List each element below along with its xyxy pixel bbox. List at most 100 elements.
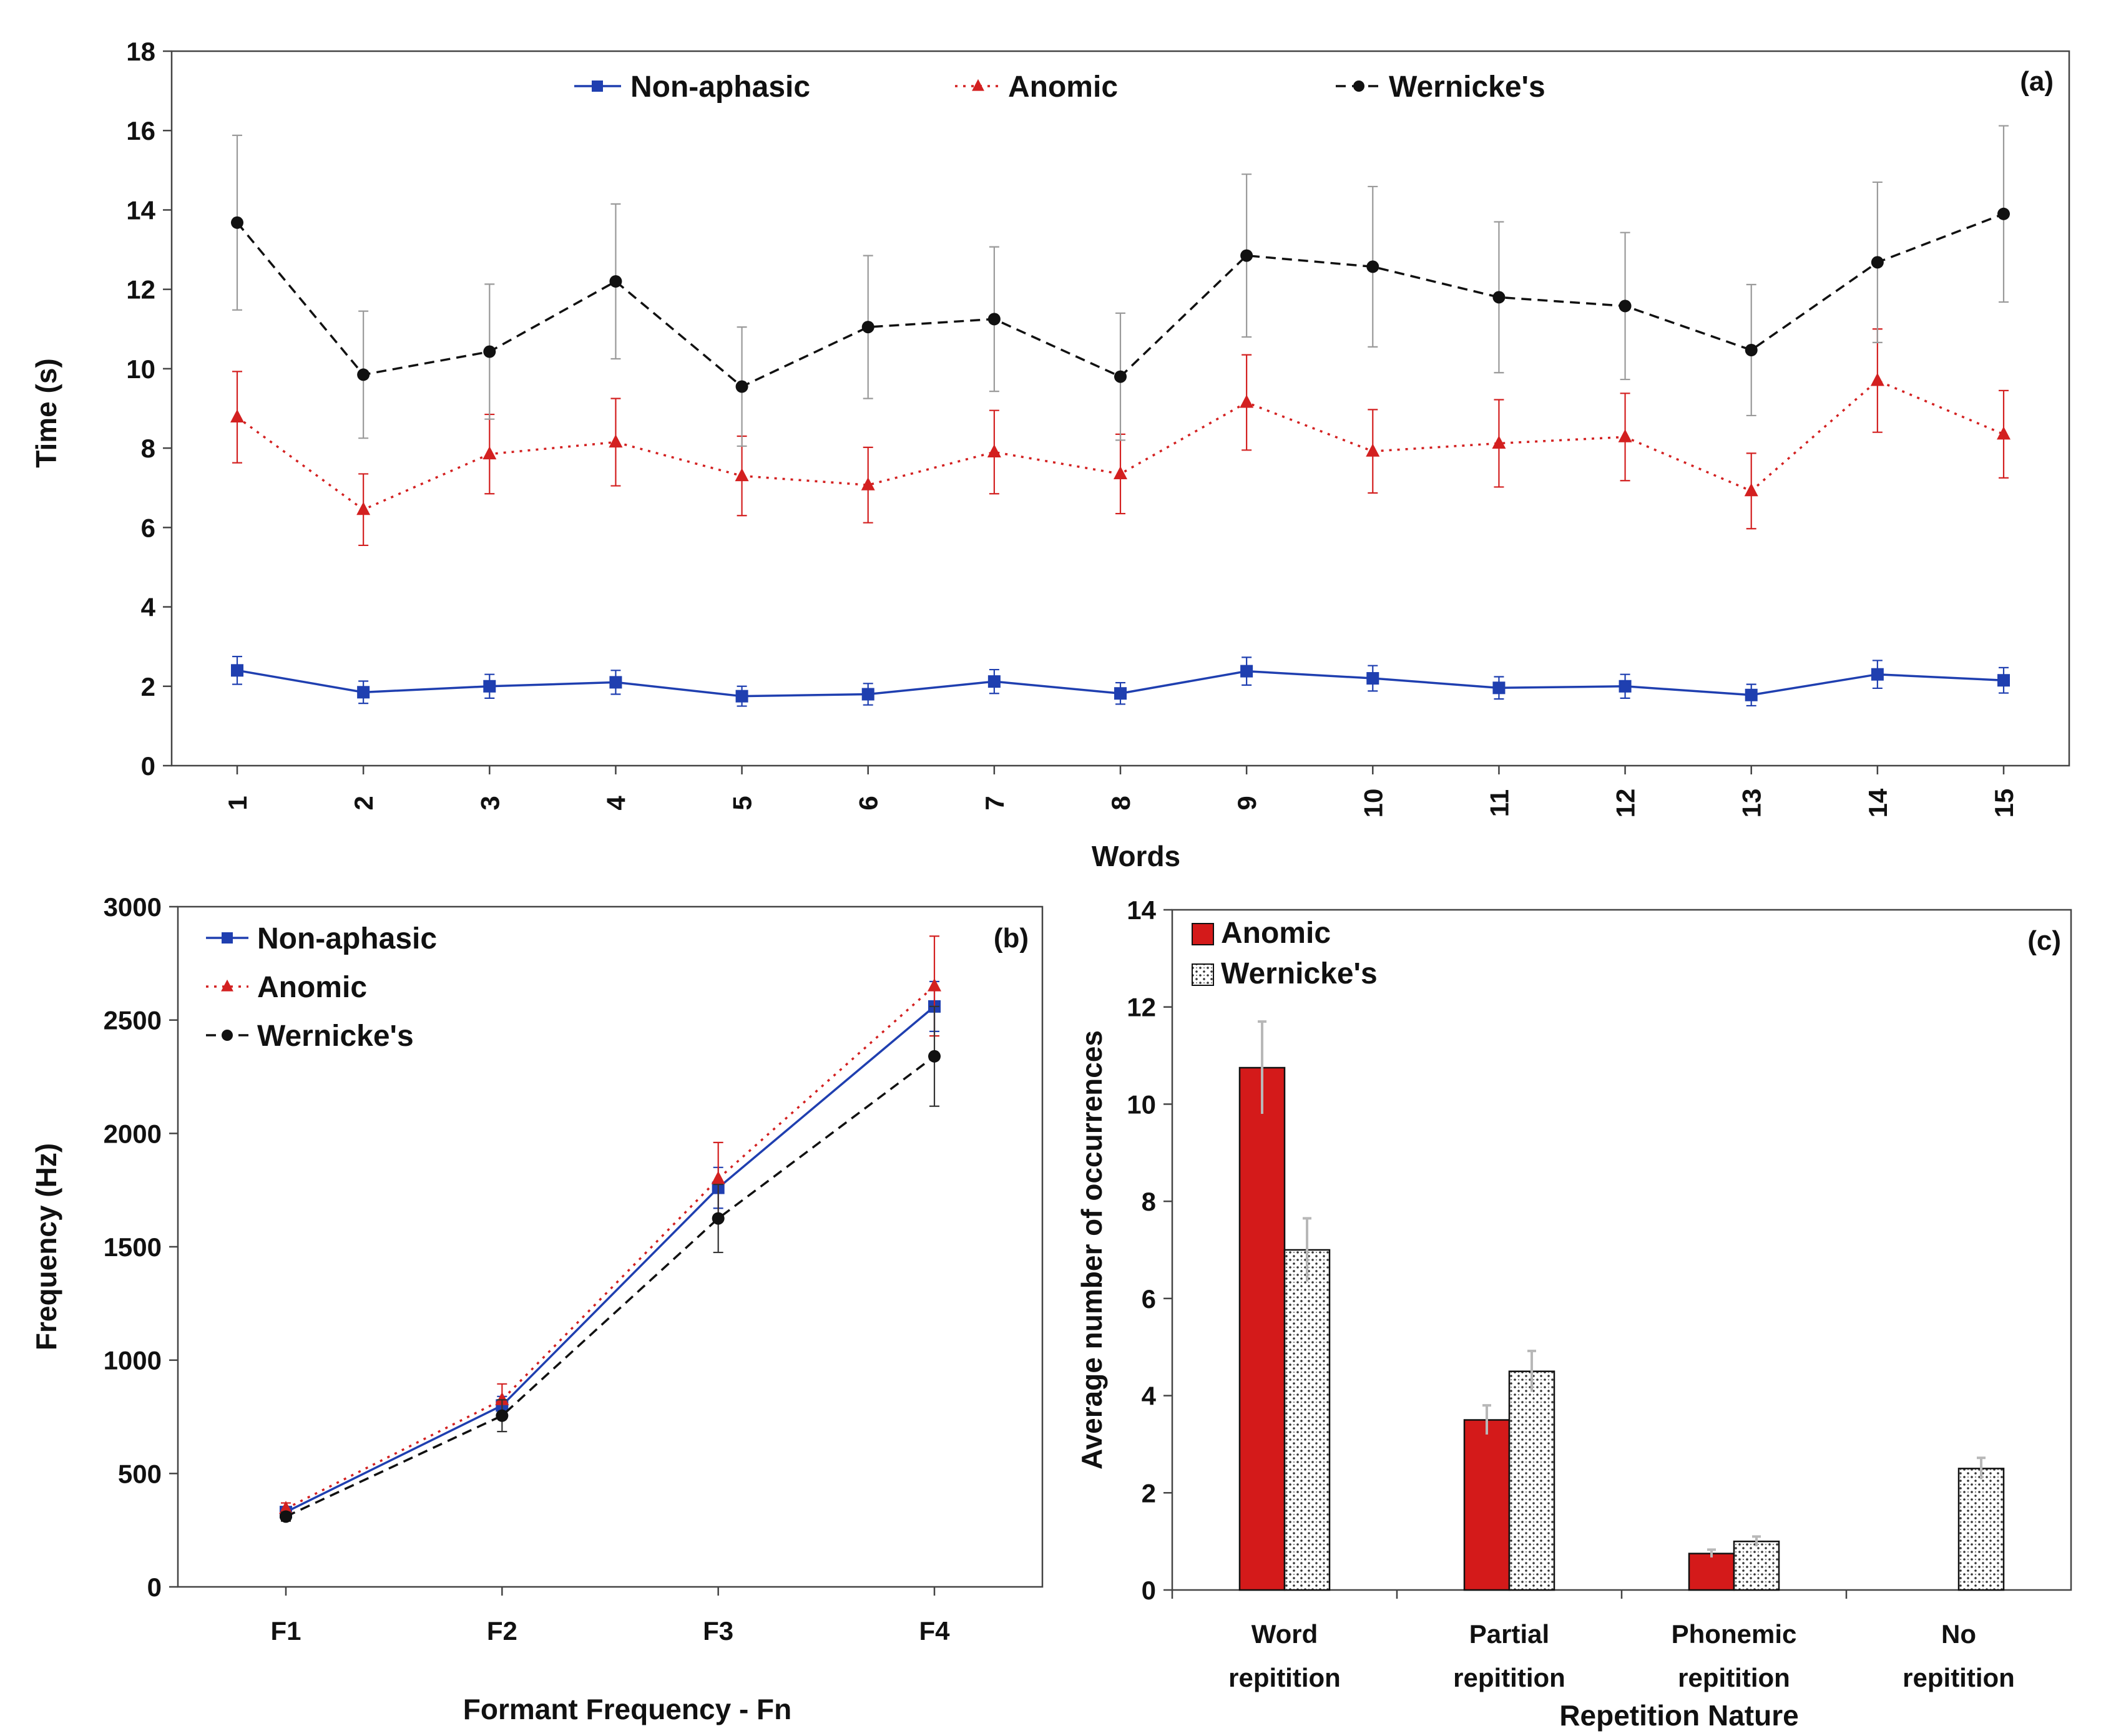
x-tick-label: 7 xyxy=(980,796,1009,810)
data-point xyxy=(496,1409,509,1422)
y-tick-label: 2500 xyxy=(104,1006,162,1035)
data-point xyxy=(1114,687,1127,700)
panel-c-label: (c) xyxy=(2027,925,2061,956)
x-tick-label: F3 xyxy=(703,1616,733,1646)
x-tick-label: Word xyxy=(1251,1619,1318,1649)
legend-item: Anomic xyxy=(206,971,367,1004)
legend-item: Anomic xyxy=(955,71,1118,104)
x-tick-label: repitition xyxy=(1678,1663,1790,1692)
data-point xyxy=(279,1501,293,1514)
series-wernickes xyxy=(231,125,2010,447)
data-point xyxy=(1745,343,1758,356)
y-tick-label: 6 xyxy=(1142,1284,1156,1314)
data-point xyxy=(609,676,622,689)
data-point xyxy=(1366,443,1380,457)
series-nonaphasic xyxy=(280,980,941,1519)
y-tick-label: 8 xyxy=(141,434,155,463)
y-tick-label: 2 xyxy=(141,672,155,701)
y-tick-label: 2000 xyxy=(104,1119,162,1148)
x-tick-label: 1 xyxy=(223,796,252,810)
legend-marker xyxy=(222,932,233,944)
panel-b-label: (b) xyxy=(994,923,1029,953)
data-point xyxy=(482,446,497,460)
y-tick-label: 1500 xyxy=(104,1232,162,1262)
data-point xyxy=(735,380,748,393)
x-tick-label: F2 xyxy=(487,1616,517,1646)
data-point xyxy=(495,1392,509,1405)
legend-item: Non-aphasic xyxy=(574,71,810,104)
data-point xyxy=(1240,249,1253,262)
panel-c-x-axis-label: Repetition Nature xyxy=(1559,1699,1798,1732)
data-point xyxy=(1366,260,1379,273)
x-tick-label: 15 xyxy=(1989,789,2019,818)
legend-item: Non-aphasic xyxy=(206,922,437,955)
y-tick-label: 500 xyxy=(118,1459,162,1488)
legend-marker xyxy=(592,80,603,92)
bar-wernickes xyxy=(1283,1249,1331,1591)
legend-item: Wernicke's xyxy=(1192,957,1378,990)
x-tick-label: 3 xyxy=(475,796,504,810)
y-tick-label: 6 xyxy=(141,513,155,542)
x-tick-label: 6 xyxy=(854,796,883,810)
y-tick-label: 14 xyxy=(1127,895,1156,925)
data-point xyxy=(861,477,875,490)
series-anomic xyxy=(230,328,2011,547)
panel-b-plot-frame xyxy=(177,905,1044,1588)
data-point xyxy=(1114,466,1127,479)
y-tick-label: 2 xyxy=(1142,1478,1156,1508)
x-tick-label: Partial xyxy=(1469,1619,1549,1649)
legend-swatch xyxy=(1192,963,1214,986)
data-point xyxy=(987,675,1001,688)
data-point xyxy=(1492,435,1506,449)
y-tick-label: 18 xyxy=(126,37,155,66)
data-point xyxy=(987,313,1001,326)
data-point xyxy=(1745,688,1758,701)
x-tick-label: F1 xyxy=(270,1616,301,1646)
legend-item: Wernicke's xyxy=(206,1020,414,1053)
data-point xyxy=(1619,300,1632,313)
data-point xyxy=(231,664,243,677)
y-tick-label: 8 xyxy=(1142,1187,1156,1216)
series-line xyxy=(285,1055,936,1518)
x-tick-label: 2 xyxy=(349,796,378,810)
data-point xyxy=(1997,674,2010,687)
x-tick-label: 10 xyxy=(1358,789,1388,818)
y-tick-label: 12 xyxy=(126,275,155,305)
series-line xyxy=(285,1005,936,1513)
x-tick-label: 9 xyxy=(1232,796,1261,810)
series-nonaphasic xyxy=(231,655,2010,707)
x-tick-label: 5 xyxy=(728,796,757,810)
legend-marker xyxy=(1353,80,1364,92)
data-point xyxy=(483,345,496,358)
y-tick-label: 12 xyxy=(1127,993,1156,1022)
data-point xyxy=(1870,373,1884,386)
data-point xyxy=(356,502,371,515)
data-point xyxy=(1240,394,1254,408)
panel-b-y-axis-label: Frequency (Hz) xyxy=(30,1143,62,1350)
bar-anomic xyxy=(1238,1066,1286,1591)
x-tick-label: repitition xyxy=(1453,1663,1565,1692)
y-tick-label: 4 xyxy=(141,593,156,622)
y-tick-label: 10 xyxy=(1127,1090,1156,1119)
data-point xyxy=(357,686,370,699)
x-tick-label: 14 xyxy=(1863,788,1893,817)
panel-c-bar-chart: 0 2 4 6 8 10 12 14 Word repitition Partial repitit… xyxy=(1075,895,2072,1732)
legend-marker xyxy=(222,1030,233,1041)
y-tick-label: 4 xyxy=(1142,1382,1157,1411)
series-wernickes xyxy=(280,1005,941,1523)
panel-a-x-axis-label: Words xyxy=(1092,840,1180,872)
data-point xyxy=(735,690,748,703)
bar-wernickes xyxy=(1957,1468,2005,1591)
legend-marker xyxy=(972,79,984,91)
data-point xyxy=(1997,207,2010,220)
x-tick-label: 4 xyxy=(601,796,630,811)
x-tick-label: 12 xyxy=(1611,789,1640,818)
bar-wernickes xyxy=(1508,1370,1555,1591)
data-point xyxy=(1618,429,1632,442)
data-point xyxy=(357,368,370,381)
panel-b-x-axis-label: Formant Frequency - Fn xyxy=(463,1693,791,1725)
data-point xyxy=(609,275,622,288)
data-point xyxy=(280,1510,292,1523)
data-point xyxy=(1492,681,1506,695)
